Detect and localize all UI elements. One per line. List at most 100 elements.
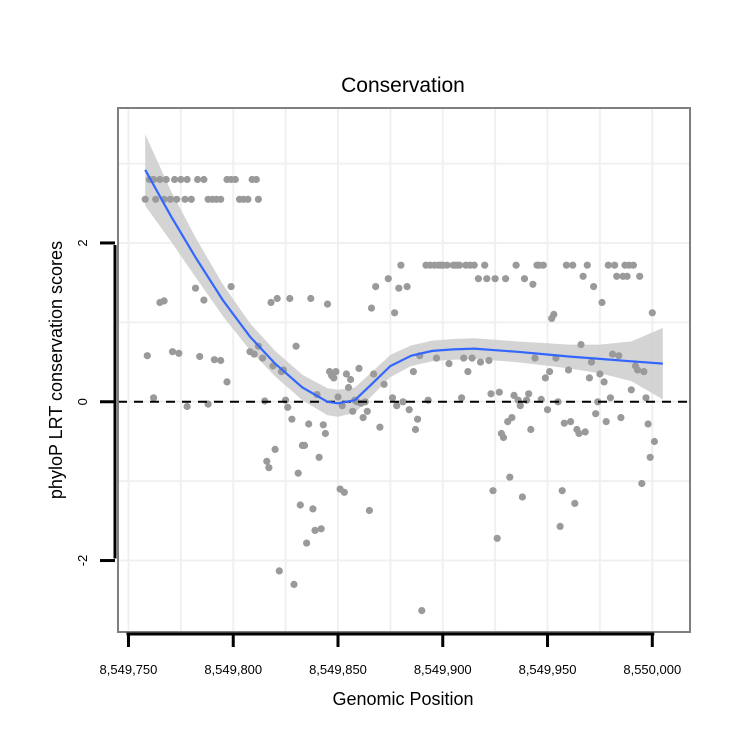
data-point — [286, 294, 294, 303]
data-point — [594, 398, 602, 406]
data-point — [250, 350, 258, 358]
data-point — [244, 195, 252, 203]
data-point — [363, 407, 371, 415]
data-point — [296, 501, 304, 509]
data-point — [644, 420, 652, 428]
data-point — [372, 283, 380, 291]
data-point — [634, 366, 642, 374]
data-point — [650, 437, 659, 446]
data-point — [365, 506, 373, 515]
data-point — [305, 420, 313, 428]
data-point — [608, 350, 617, 358]
data-point — [483, 275, 491, 283]
data-point — [587, 358, 596, 366]
data-point — [516, 402, 524, 410]
data-point — [481, 261, 489, 269]
data-point — [332, 368, 340, 376]
data-point — [340, 488, 348, 496]
data-point — [367, 304, 376, 312]
data-point — [315, 453, 323, 461]
data-point — [254, 195, 262, 203]
data-point — [562, 261, 571, 269]
data-point — [564, 366, 573, 374]
data-point — [487, 390, 495, 398]
data-point — [648, 309, 656, 317]
data-point — [307, 294, 315, 303]
data-point — [191, 284, 200, 292]
data-point — [585, 374, 594, 382]
data-point — [627, 386, 635, 394]
data-point — [575, 429, 583, 438]
data-points-layer — [141, 175, 659, 615]
data-point — [349, 407, 357, 415]
data-point — [143, 352, 151, 360]
data-point — [638, 479, 646, 488]
data-point — [510, 391, 518, 399]
data-point — [160, 297, 168, 305]
data-point — [541, 374, 550, 382]
data-point — [227, 283, 235, 291]
data-point — [317, 525, 325, 533]
data-point — [636, 272, 644, 280]
data-point — [303, 539, 311, 547]
data-point — [556, 522, 564, 531]
data-point — [231, 175, 239, 184]
data-point — [196, 352, 204, 361]
data-point — [267, 298, 275, 307]
data-point — [275, 567, 283, 575]
data-point — [458, 394, 466, 402]
data-point — [288, 415, 296, 423]
data-point — [550, 310, 558, 318]
data-point — [569, 261, 577, 269]
data-point — [300, 441, 309, 449]
data-point — [252, 175, 260, 184]
x-axis-label: Genomic Position — [332, 689, 473, 709]
data-point — [376, 423, 384, 431]
data-point — [355, 364, 363, 372]
data-point — [520, 275, 529, 283]
data-point — [539, 261, 547, 269]
data-point — [604, 261, 612, 269]
data-point — [187, 195, 195, 203]
data-point — [380, 380, 388, 388]
data-point — [397, 261, 405, 269]
x-tick-label: 8,549,800 — [204, 662, 262, 677]
data-point — [506, 473, 514, 481]
data-point — [468, 354, 476, 362]
plot-frame — [117, 107, 691, 633]
data-point — [370, 370, 378, 378]
data-point — [418, 607, 426, 615]
data-point — [629, 261, 638, 269]
data-point — [183, 175, 191, 184]
y-tick-label: -2 — [75, 555, 90, 567]
data-point — [455, 261, 464, 269]
x-tick-label: 8,549,850 — [309, 662, 367, 677]
y-tick-label: 2 — [75, 239, 90, 246]
data-point — [162, 175, 170, 184]
data-point — [259, 354, 267, 362]
data-point — [567, 418, 575, 426]
data-point — [347, 375, 355, 384]
y-axis: -2 0 2 — [75, 239, 117, 567]
data-point — [273, 294, 281, 303]
data-point — [543, 406, 552, 414]
data-point — [640, 368, 648, 376]
data-point — [414, 415, 422, 423]
data-point — [292, 342, 300, 350]
data-point — [489, 487, 497, 495]
data-point — [265, 464, 273, 472]
data-point — [384, 275, 392, 283]
data-point — [499, 433, 508, 442]
data-point — [611, 261, 619, 269]
data-point — [508, 414, 516, 422]
data-point — [409, 368, 417, 376]
data-point — [309, 505, 317, 513]
chart-title: Conservation — [341, 74, 465, 97]
data-point — [577, 341, 585, 349]
x-tick-label: 8,549,900 — [414, 662, 472, 677]
data-point — [613, 272, 621, 280]
data-point — [598, 298, 606, 307]
data-point — [579, 272, 587, 280]
data-point — [464, 368, 472, 376]
data-point — [642, 394, 650, 402]
